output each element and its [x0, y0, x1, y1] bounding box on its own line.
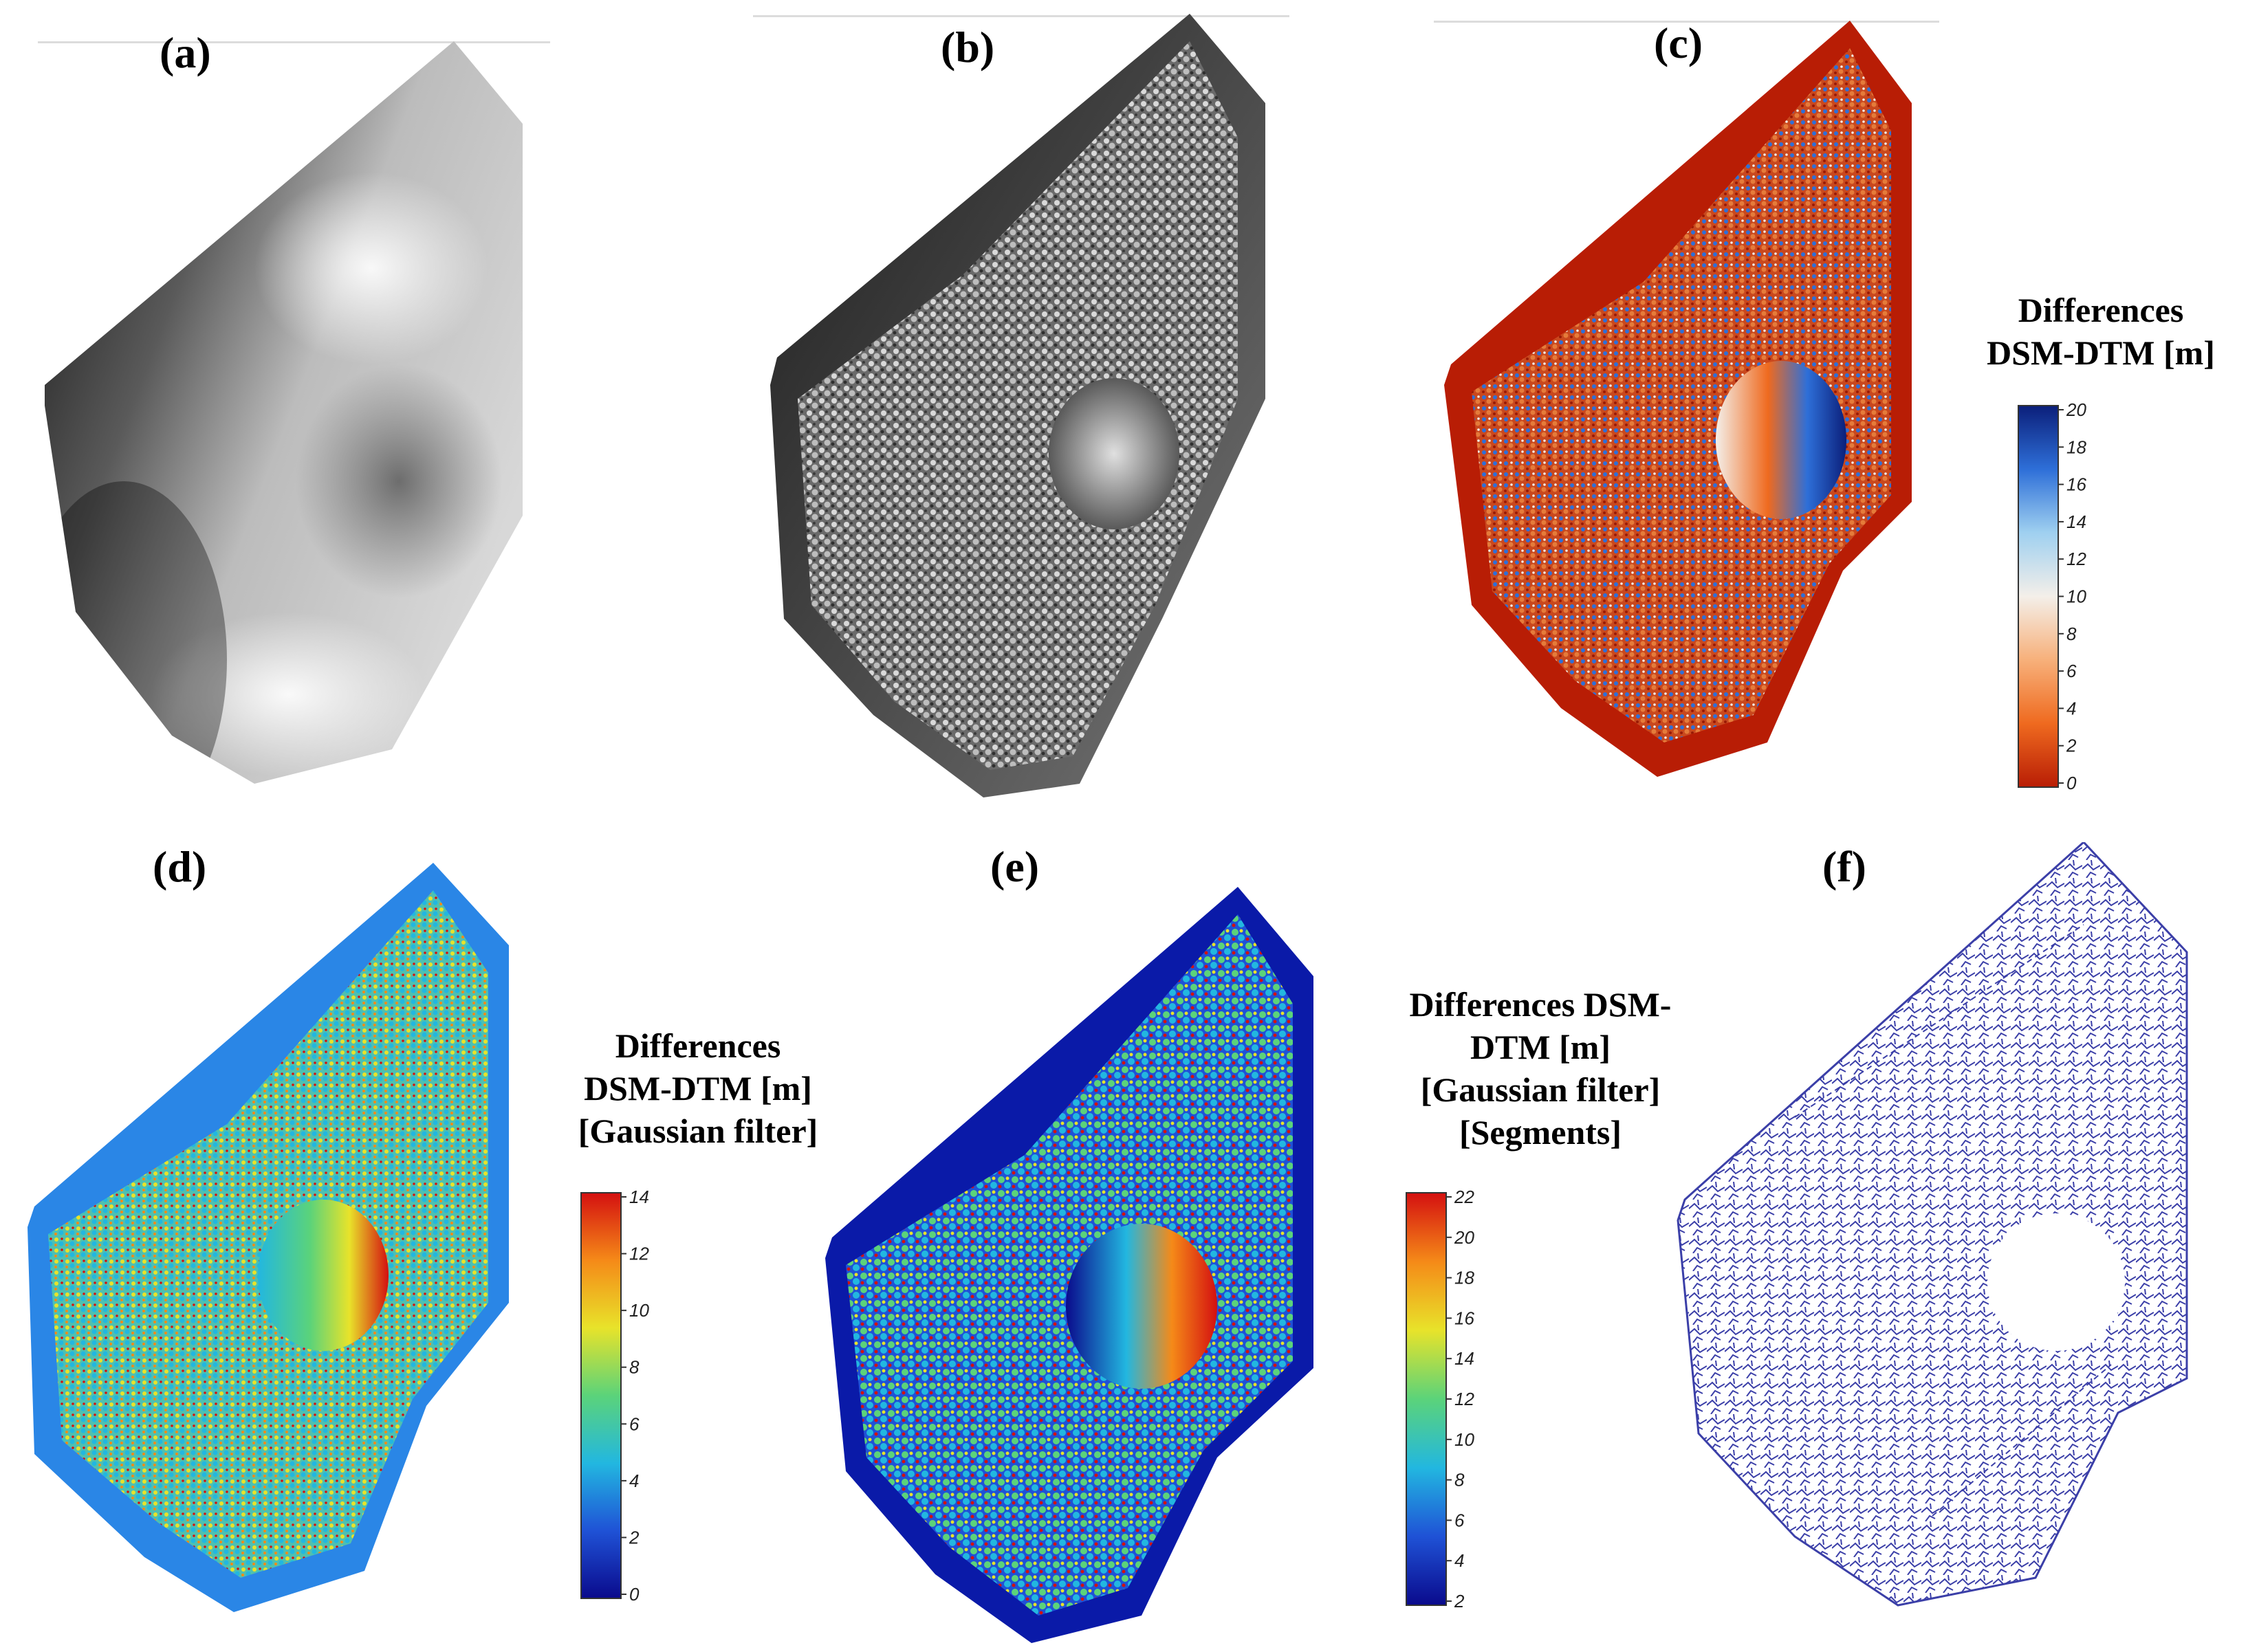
colorbar-c-tick-label: 10: [2066, 586, 2086, 607]
panel-label-a: (a): [160, 28, 211, 77]
colorbar-e-title-line-1: Differences DSM-: [1409, 985, 1672, 1024]
colorbar-e-tick-label: 18: [1454, 1268, 1474, 1288]
colorbar-e: 22 20 18 16 14 12 10 8 6 4 2: [1406, 1187, 1474, 1611]
colorbar-d: 14 12 10 8 6 4 2 0: [580, 1187, 649, 1605]
colorbar-d-gradient: [580, 1192, 622, 1599]
colorbar-d-title-line-1: Differences: [615, 1026, 781, 1065]
colorbar-c-tick-label: 2: [2066, 736, 2077, 756]
map-panel-a-dtm: [45, 41, 523, 784]
colorbar-d-title: Differences DSM-DTM [m] [Gaussian filter…: [536, 1024, 860, 1152]
colorbar-d-tick-label: 6: [629, 1413, 640, 1434]
colorbar-d-tick-label: 2: [629, 1527, 640, 1548]
colorbar-c-tick-label: 6: [2066, 661, 2077, 681]
panel-label-f: (f): [1822, 842, 1866, 891]
map-panel-e-segments: [825, 887, 1313, 1643]
colorbar-d-tick-label: 0: [629, 1584, 640, 1605]
colorbar-c-tick-label: 14: [2066, 511, 2086, 532]
colorbar-e-tick-label: 6: [1454, 1510, 1465, 1530]
map-panel-c-difference: [1444, 21, 1912, 777]
top-rule-c: [1434, 21, 1939, 23]
colorbar-d-tick-label: 8: [629, 1357, 640, 1378]
colorbar-e-title-line-3: [Gaussian filter]: [1420, 1070, 1661, 1109]
top-rule-b: [753, 15, 1289, 17]
colorbar-e-tick-label: 20: [1454, 1227, 1474, 1248]
colorbar-d-tick-label: 10: [629, 1300, 649, 1321]
colorbar-e-tick-label: 14: [1454, 1348, 1474, 1369]
colorbar-e-tick-label: 2: [1454, 1591, 1465, 1611]
colorbar-c-tick-label: 8: [2066, 624, 2077, 644]
colorbar-d-tick-label: 12: [629, 1244, 649, 1264]
top-rule-a: [38, 41, 550, 43]
panel-label-b: (b): [941, 23, 995, 71]
colorbar-c-tick-label: 20: [2066, 399, 2086, 420]
colorbar-c-title-line-2: DSM-DTM [m]: [1987, 333, 2215, 372]
colorbar-e-tick-label: 10: [1454, 1429, 1474, 1450]
colorbar-e-title: Differences DSM- DTM [m] [Gaussian filte…: [1362, 983, 1719, 1154]
colorbar-e-title-line-4: [Segments]: [1459, 1113, 1622, 1152]
colorbar-d-title-line-3: [Gaussian filter]: [578, 1112, 818, 1150]
colorbar-c-title: Differences DSM-DTM [m]: [1939, 289, 2259, 374]
map-panel-b-dsm: [770, 14, 1265, 797]
colorbar-e-title-line-2: DTM [m]: [1470, 1028, 1611, 1066]
colorbar-c-tick-label: 16: [2066, 474, 2086, 495]
colorbar-c-tick-label: 12: [2066, 549, 2086, 569]
panel-label-c: (c): [1654, 19, 1703, 67]
colorbar-d-tick-label: 4: [629, 1471, 639, 1491]
map-panel-d-gaussian: [28, 863, 509, 1612]
colorbar-d-title-line-2: DSM-DTM [m]: [584, 1069, 812, 1108]
colorbar-e-tick-label: 22: [1454, 1187, 1474, 1207]
panel-label-d: (d): [153, 842, 207, 891]
colorbar-c-gradient: [2018, 405, 2059, 788]
colorbar-e-tick-label: 4: [1454, 1550, 1464, 1571]
panel-label-e: (e): [990, 842, 1040, 891]
map-panel-f-outlines: [1677, 842, 2188, 1607]
colorbar-e-tick-label: 16: [1454, 1308, 1474, 1328]
colorbar-c-tick-label: 18: [2066, 437, 2086, 457]
colorbar-e-gradient: [1406, 1192, 1447, 1606]
colorbar-c-title-line-1: Differences: [2018, 291, 2184, 329]
colorbar-d-tick-label: 14: [629, 1187, 649, 1207]
colorbar-c-tick-label: 0: [2066, 773, 2077, 793]
colorbar-c-tick-label: 4: [2066, 698, 2076, 718]
colorbar-e-tick-label: 12: [1454, 1389, 1474, 1409]
colorbar-e-tick-label: 8: [1454, 1470, 1465, 1490]
